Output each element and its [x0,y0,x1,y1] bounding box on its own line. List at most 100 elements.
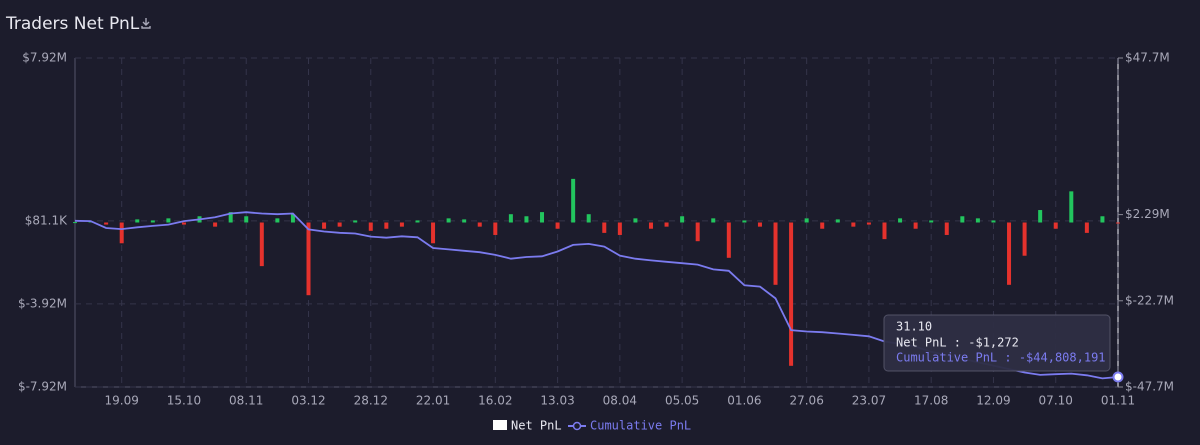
bar [540,212,545,223]
bar [975,218,980,223]
bar [368,222,373,231]
bar [306,222,311,296]
bar [648,222,653,229]
bar [290,214,295,223]
x-tick-label: 03.12 [291,394,325,408]
bar [742,220,747,223]
x-tick-label: 16.02 [478,394,512,408]
y2-tick-label: $-22.7M [1125,293,1174,307]
y-tick-label: $-7.92M [18,380,67,394]
x-tick-label: 08.11 [229,394,263,408]
bar [960,216,965,223]
bar [104,222,109,225]
bar [477,222,482,227]
bar [1022,222,1027,256]
tooltip-box [883,314,1111,372]
bar [866,222,871,225]
bar [1116,222,1120,224]
bar [555,222,560,229]
bar [244,216,249,223]
x-tick-label: 01.06 [727,394,761,408]
legend-swatch [493,420,507,430]
x-tick-label: 22.01 [416,394,450,408]
legend-label: Net PnL [511,419,562,433]
x-tick-label: 17.08 [914,394,948,408]
bar [726,222,731,258]
bar [508,214,513,223]
bar [1053,222,1058,229]
bar [462,219,467,223]
bar [633,218,638,223]
x-tick-label: 19.09 [105,394,139,408]
bar [664,222,669,227]
bar [1084,222,1089,233]
x-tick-label: 23.07 [852,394,886,408]
bar [399,222,404,227]
bar [73,222,77,224]
bar [617,222,622,235]
bar [415,220,420,223]
bar [773,222,778,285]
bar [898,218,903,223]
legend-label: Cumulative PnL [590,419,691,433]
bar [431,222,436,244]
bar [820,222,825,229]
x-tick-label: 08.04 [603,394,637,408]
x-tick-label: 13.03 [540,394,574,408]
bar [789,222,794,366]
tooltip-line: Cumulative PnL : -$44,808,191 [896,351,1106,365]
bar [275,218,280,223]
bar [322,222,327,229]
y-tick-label: $81.1K [25,213,68,227]
bar [135,219,140,223]
legend: Net PnL Cumulative PnL [493,419,691,433]
bar [446,218,451,223]
bar [695,222,700,242]
bar [1038,210,1043,223]
y-tick-label: $-3.92M [18,296,67,310]
chart-title: Traders Net PnL [5,14,140,34]
bar [913,222,918,229]
tooltip-line: Net PnL : -$1,272 [896,336,1019,350]
bar [711,218,716,223]
x-tick-label: 07.10 [1039,394,1073,408]
bar [1100,216,1105,223]
y2-tick-label: $-47.7M [1125,380,1174,394]
grid [75,57,1119,388]
legend-swatch [572,421,582,431]
bar [259,222,264,267]
bar [213,222,218,227]
x-tick-label: 01.11 [1101,394,1135,408]
y2-tick-label: $47.7M [1125,51,1170,65]
bar [571,178,576,223]
bar [680,216,685,223]
bar [150,220,155,223]
bar [524,216,529,223]
bar [337,222,342,227]
bar [384,222,389,229]
bar [228,212,233,223]
bar [181,222,186,225]
download-icon[interactable] [141,18,151,29]
bar [166,218,171,223]
bar [882,222,887,240]
bar [1007,222,1012,285]
x-tick-label: 28.12 [354,394,388,408]
bar [929,220,934,223]
y-tick-label: $7.92M [22,51,67,65]
bar [804,218,809,223]
x-tick-label: 12.09 [976,394,1010,408]
x-tick-label: 05.05 [665,394,699,408]
y2-tick-label: $2.29M [1125,207,1170,221]
bar [944,222,949,235]
bar [493,222,498,235]
bar [835,219,840,223]
hover-point [1112,371,1124,383]
tooltip-title: 31.10 [896,320,932,334]
bar [353,220,358,223]
x-tick-label: 15.10 [167,394,201,408]
x-tick-label: 27.06 [789,394,823,408]
bar [851,222,856,227]
